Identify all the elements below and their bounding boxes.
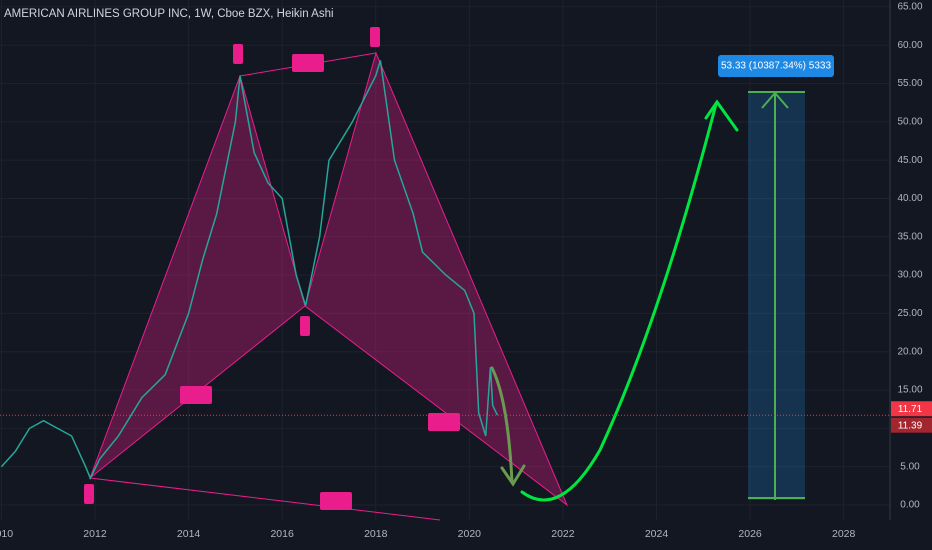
pattern-xd <box>89 477 441 521</box>
x-tick-label: 2012 <box>83 528 107 540</box>
point-a <box>233 44 243 64</box>
price-tag <box>891 417 932 433</box>
down-arrow-head <box>500 464 526 487</box>
measure-arrow <box>761 91 789 109</box>
price-tag-label: 11.39 <box>898 420 923 431</box>
measure-label: 53.33 (10387.34%) 5333 <box>721 61 832 72</box>
axes: 0.005.0010.0015.0020.0025.0030.0035.0040… <box>0 2 932 540</box>
y-tick-label: 55.00 <box>897 78 922 89</box>
pattern-bcd <box>304 51 569 507</box>
x-tick-label: 2010 <box>0 528 13 540</box>
plot <box>0 60 890 481</box>
x-tick-label: 2020 <box>458 528 482 540</box>
x-tick-label: 2016 <box>270 528 294 540</box>
y-tick-label: 35.00 <box>897 231 922 242</box>
point-c <box>370 27 380 47</box>
x-tick-label: 2022 <box>551 528 575 540</box>
x-tick-label: 2014 <box>177 528 201 540</box>
x-tick-label: 2026 <box>738 528 762 540</box>
up-arrow <box>520 102 718 502</box>
up-arrow-head <box>704 99 739 132</box>
y-tick-label: 20.00 <box>897 346 922 357</box>
grid <box>0 0 890 520</box>
pattern <box>84 27 569 521</box>
chart-title: AMERICAN AIRLINES GROUP INC, 1W, Cboe BZ… <box>4 8 334 20</box>
y-tick-label: 65.00 <box>897 2 922 13</box>
y-tick-label: 15.00 <box>897 385 922 396</box>
point-x <box>84 484 94 504</box>
forecast-arrows <box>490 99 739 502</box>
y-tick-label: 60.00 <box>897 40 922 51</box>
point-b <box>300 316 310 336</box>
x-tick-label: 2018 <box>364 528 388 540</box>
down-arrow <box>490 366 514 484</box>
y-tick-label: 5.00 <box>900 461 920 472</box>
price-tag-label: 11.71 <box>898 404 923 415</box>
measure-label-box <box>718 55 834 77</box>
y-tick-label: 0.00 <box>900 500 920 511</box>
measure-area <box>748 92 805 500</box>
ratio-box <box>320 492 352 510</box>
ratio-box <box>428 413 460 431</box>
x-tick-label: 2024 <box>645 528 669 540</box>
y-tick-label: 25.00 <box>897 308 922 319</box>
price-line <box>0 60 499 481</box>
price-tag <box>891 401 932 417</box>
measure: 53.33 (10387.34%) 5333 <box>718 55 834 500</box>
price-axis-bg <box>890 0 932 550</box>
y-tick-label: 30.00 <box>897 270 922 281</box>
y-tick-label: 45.00 <box>897 155 922 166</box>
y-tick-label: 50.00 <box>897 116 922 127</box>
x-tick-label: 2028 <box>832 528 856 540</box>
y-tick-label: 40.00 <box>897 193 922 204</box>
ratio-box <box>180 386 212 404</box>
ratio-box <box>292 54 324 72</box>
